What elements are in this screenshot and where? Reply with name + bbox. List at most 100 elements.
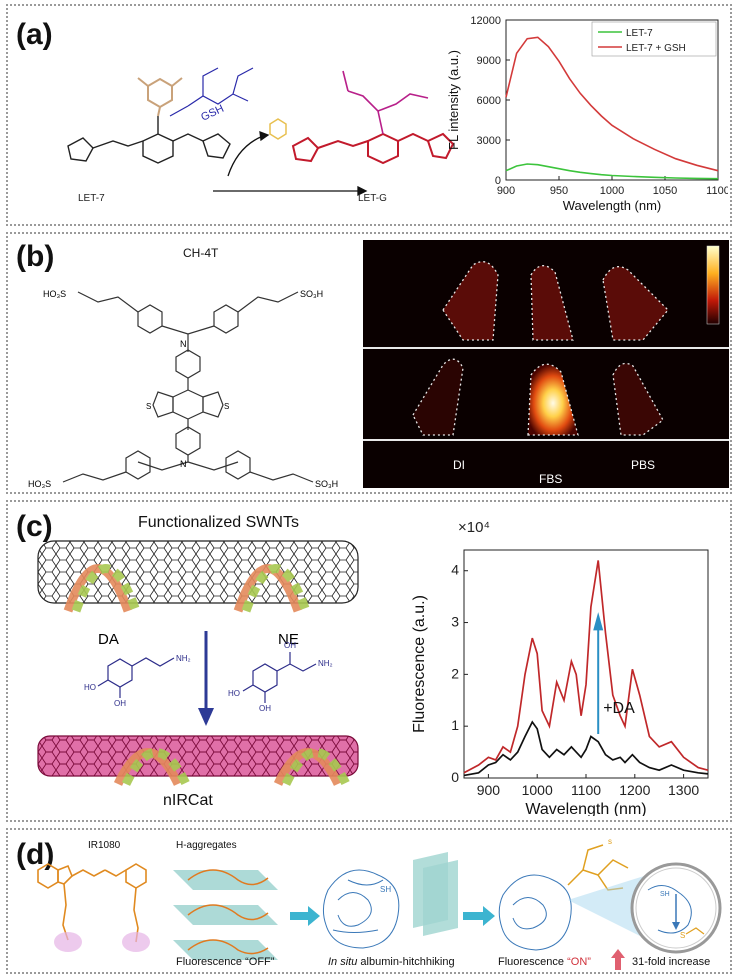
svg-text:OH: OH	[284, 641, 296, 650]
fluorescence-image: CH-PEG CH- 4T DI FBS PBS	[351, 240, 729, 488]
plot-frame	[463, 549, 709, 779]
x-tick-label: 1050	[653, 185, 677, 197]
swnt-title: Functionalized SWNTs	[138, 514, 299, 531]
colorbar	[706, 245, 720, 325]
series-line	[463, 720, 709, 777]
panel-a-label: (a)	[16, 18, 53, 51]
legend-label: LET-7 + GSH	[626, 43, 686, 54]
step-arrow-2	[463, 906, 495, 926]
insitu-rest: albumin-hitchhiking	[357, 956, 455, 968]
sample-label-fbs: FBS	[539, 472, 563, 486]
fl-on-word: “ON”	[567, 956, 591, 968]
ho3s-label-top: HO₃S	[43, 289, 66, 299]
y-tick-label: 3000	[477, 135, 501, 147]
y-tick-label: 0	[451, 769, 459, 785]
albumin-bound-structure	[498, 874, 572, 951]
aryl-leaving-group	[137, 77, 183, 117]
gsh-label: GSH	[199, 103, 226, 124]
x-tick-label: 950	[550, 185, 568, 197]
let7-structure	[67, 116, 231, 164]
fl-on-prefix: Fluorescence	[498, 956, 568, 968]
svg-text:S: S	[146, 402, 151, 411]
x-axis-label: Wavelength (nm)	[563, 198, 662, 213]
y-tick-label: 6000	[477, 95, 501, 107]
svg-text:OH: OH	[259, 704, 271, 713]
series-line	[505, 163, 719, 180]
increase-arrow	[611, 949, 625, 970]
step-arrow-1	[290, 906, 320, 926]
down-arrow	[198, 708, 214, 726]
h-aggregates-label: H-aggregates	[176, 840, 237, 851]
y-tick-label: 2	[451, 665, 459, 681]
fold-increase-caption: 31-fold increase	[632, 956, 711, 968]
y-tick-label: 3	[451, 614, 459, 630]
fl-off-word: “OFF”	[245, 956, 275, 968]
svg-text:S: S	[224, 402, 229, 411]
legend-label: LET-7	[626, 28, 653, 39]
row-label-ch-peg: CH-PEG	[351, 268, 366, 316]
sh-label-1: SH	[380, 885, 391, 894]
x-tick-label: 900	[497, 185, 515, 197]
so3h-label-top: SO₃H	[300, 289, 323, 299]
svg-text:OH: OH	[114, 699, 126, 708]
panel-d-scheme: SH s S SH	[37, 837, 722, 970]
fl-on-caption: Fluorescence “ON”	[498, 956, 591, 968]
svg-text:N: N	[180, 459, 187, 469]
ir1080-label: IR1080	[88, 840, 121, 851]
x-tick-label: 900	[477, 782, 501, 798]
y-tick-label: 0	[495, 175, 501, 187]
ch-4t-tubes	[412, 358, 664, 436]
x-tick-label: 1100	[571, 782, 601, 798]
panel-b: (b) CH-4T N	[6, 232, 732, 494]
y-tick-label: 4	[451, 562, 459, 578]
y-axis-label: FL intensity (a.u.)	[446, 50, 461, 150]
series-line	[463, 560, 709, 774]
letg-structure	[291, 132, 455, 165]
released-aryl	[269, 118, 287, 140]
legend-box	[591, 21, 717, 57]
polymer-wrap-bottom	[113, 748, 351, 786]
chart-legend: LET-7 LET-7 + GSH	[591, 21, 717, 57]
sample-label-di: DI	[453, 458, 465, 472]
svg-text:N: N	[180, 339, 187, 349]
svg-text:S: S	[680, 931, 685, 940]
y-axis-label: Fluorescence (a.u.)	[411, 595, 428, 733]
fl-off-caption: Fluorescence “OFF”	[176, 956, 274, 968]
nircat-title: nIRCat	[163, 792, 213, 809]
nircat-tube	[37, 735, 359, 777]
svg-text:s: s	[608, 837, 612, 846]
so3h-label-bottom: SO₃H	[315, 479, 338, 489]
panel-c: (c) Functionalized SWNTs DA NE	[6, 500, 732, 822]
ho3s-label-bottom: HO₃S	[28, 479, 51, 489]
letg-gsh-part	[342, 70, 429, 135]
h-aggregate-sheets	[173, 869, 278, 960]
ne-label: NE	[278, 631, 299, 648]
x-tick-label: 1000	[600, 185, 624, 197]
series-line	[505, 36, 719, 172]
x-tick-label: 1100	[706, 185, 728, 197]
letg-label: LET-G	[358, 193, 387, 204]
x-tick-label: 1200	[619, 782, 650, 798]
fl-off-prefix: Fluorescence	[176, 956, 246, 968]
polymer-wrap-top	[63, 564, 311, 613]
panel-d: (d) IR1080 H-aggregates	[6, 828, 732, 974]
magnifier-circle: S	[568, 862, 722, 954]
da-arrowhead	[593, 612, 604, 631]
insitu-italic: In situ	[328, 956, 358, 968]
dopamine-structure	[97, 657, 175, 698]
y-tick-label: 1	[451, 717, 459, 733]
y-multiplier: ×10⁴	[458, 519, 490, 536]
swnt-scheme: DA NE NH₂ HO OH OH NH₂ HO OH	[37, 540, 359, 786]
ch-peg-tubes	[442, 261, 669, 341]
sh-label-2: SH	[660, 891, 670, 898]
x-axis-label: Wavelength (nm)	[525, 801, 646, 816]
svg-text:NH₂: NH₂	[318, 659, 333, 668]
y-tick-label: 9000	[477, 55, 501, 67]
panel-a-scheme: GSH LET-7 LET-G	[67, 67, 455, 204]
ch4t-structure: N N S S HO₃S SO₃H HO₃S SO₃H	[28, 289, 338, 489]
norepinephrine-structure	[242, 652, 317, 703]
x-tick-label: 1300	[668, 782, 699, 798]
panel-a: (a) GSH	[6, 4, 732, 226]
reaction-arrows	[213, 131, 368, 197]
gsh-structure	[169, 67, 254, 117]
